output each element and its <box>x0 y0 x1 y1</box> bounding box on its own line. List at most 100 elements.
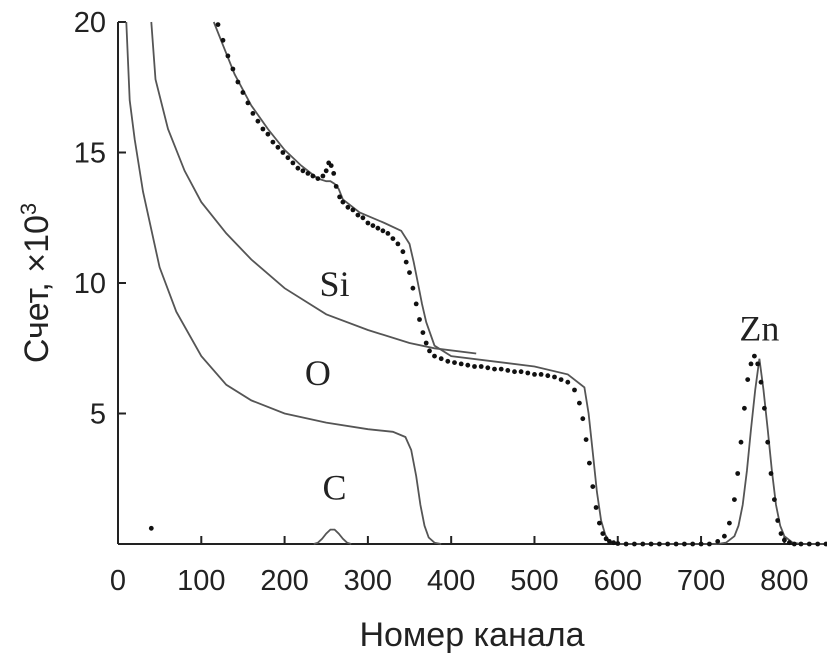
data-point <box>290 160 296 166</box>
data-point <box>360 215 366 221</box>
data-point <box>323 168 329 174</box>
data-point <box>340 199 346 205</box>
data-point <box>755 361 761 367</box>
data-point <box>765 439 771 445</box>
data-point <box>735 471 741 476</box>
data-point <box>420 330 426 335</box>
data-point <box>413 301 419 307</box>
series-line-zn <box>717 358 826 545</box>
y-axis-title-group: Счет, ×103 <box>16 203 57 363</box>
data-point <box>355 212 361 218</box>
y-tick-label: 20 <box>74 7 106 39</box>
x-tick-label: 700 <box>677 565 725 597</box>
data-point <box>823 541 827 547</box>
data-point <box>275 144 281 150</box>
data-point <box>260 126 266 132</box>
y-axis-title: Счет, ×103 <box>16 203 57 363</box>
data-point <box>707 541 712 547</box>
data-point <box>698 541 704 547</box>
data-point <box>380 228 386 234</box>
data-point <box>615 541 621 546</box>
data-point <box>305 171 311 176</box>
data-point <box>748 361 754 367</box>
data-point <box>778 531 784 536</box>
data-point <box>806 541 812 547</box>
data-point <box>337 194 342 200</box>
data-point <box>565 379 571 385</box>
data-point <box>345 204 351 210</box>
data-point <box>782 537 787 543</box>
x-tick-label: 200 <box>260 565 308 597</box>
data-point <box>690 541 696 547</box>
data-point <box>390 236 396 242</box>
series-lines <box>125 21 826 545</box>
x-tick-label: 0 <box>110 565 126 597</box>
x-axis-title: Номер канала <box>359 616 584 654</box>
data-point <box>240 90 246 95</box>
data-point <box>648 541 654 547</box>
data-point <box>745 377 751 382</box>
data-point <box>580 416 586 422</box>
data-point <box>423 340 429 346</box>
data-point <box>593 505 599 510</box>
data-point <box>611 540 616 546</box>
data-point <box>532 372 537 377</box>
data-point <box>438 356 444 362</box>
data-point <box>328 163 334 169</box>
data-point <box>270 139 276 145</box>
data-point <box>230 66 236 72</box>
data-point <box>772 497 777 502</box>
data-point <box>738 439 744 445</box>
data-point <box>815 541 821 547</box>
data-point <box>590 484 596 489</box>
series-points <box>148 22 827 547</box>
data-point <box>640 541 646 547</box>
data-point <box>577 400 582 406</box>
data-point <box>365 220 371 226</box>
data-point <box>632 541 637 547</box>
data-point <box>472 364 477 369</box>
data-point <box>465 362 471 368</box>
data-point <box>798 541 804 547</box>
data-point <box>758 379 764 385</box>
data-point <box>587 460 592 466</box>
data-point <box>310 173 316 179</box>
data-point <box>403 259 409 265</box>
data-point <box>752 353 757 359</box>
data-point <box>331 171 337 176</box>
data-point <box>498 366 504 372</box>
data-point <box>417 317 422 322</box>
data-point <box>492 366 497 372</box>
data-point <box>722 533 727 539</box>
series-line-o <box>125 21 442 545</box>
data-point <box>538 372 544 377</box>
data-point <box>505 368 511 373</box>
data-point <box>458 361 464 367</box>
data-point <box>320 173 326 179</box>
data-point <box>673 541 679 547</box>
data-point <box>452 360 457 365</box>
data-point <box>791 541 797 547</box>
x-tick-label: 400 <box>427 565 475 597</box>
y-axis-title-text: Счет, ×10 <box>18 215 56 363</box>
data-point <box>787 540 792 546</box>
series-line-c <box>313 528 352 545</box>
data-point <box>445 358 451 364</box>
data-point <box>400 249 406 255</box>
data-point <box>245 100 251 106</box>
axes <box>117 22 826 545</box>
data-point <box>525 370 531 376</box>
annotation-label: O <box>305 353 331 393</box>
data-point <box>250 111 256 116</box>
data-point <box>315 176 321 182</box>
data-point <box>300 168 306 174</box>
data-point <box>732 497 737 502</box>
data-point <box>395 241 401 247</box>
data-point <box>265 131 271 137</box>
data-point <box>215 22 221 27</box>
data-point <box>295 165 301 171</box>
data-point <box>665 541 671 547</box>
y-axis-title-exponent: 3 <box>16 203 41 215</box>
data-point <box>280 150 286 155</box>
